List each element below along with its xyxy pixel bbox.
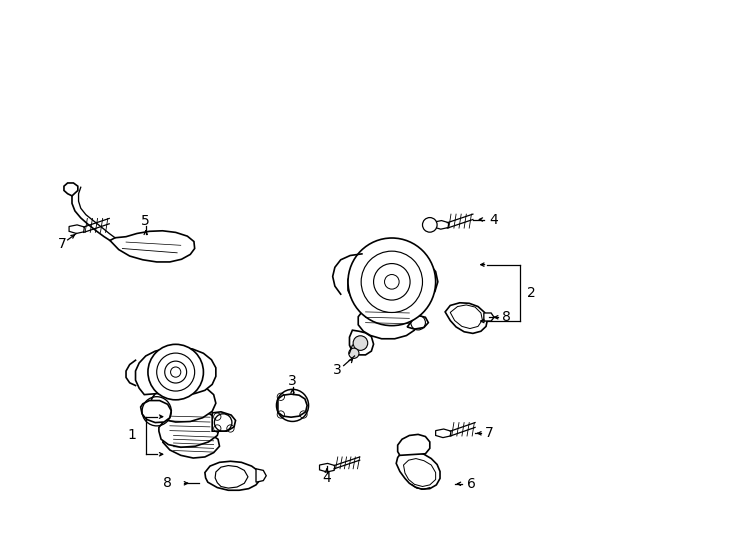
Polygon shape bbox=[436, 429, 451, 437]
Polygon shape bbox=[398, 434, 430, 455]
Polygon shape bbox=[159, 411, 219, 447]
Text: 3: 3 bbox=[333, 363, 342, 377]
Polygon shape bbox=[349, 330, 374, 355]
Polygon shape bbox=[434, 220, 448, 229]
Text: 4: 4 bbox=[322, 471, 331, 485]
Polygon shape bbox=[64, 183, 78, 196]
Polygon shape bbox=[319, 463, 335, 472]
Circle shape bbox=[148, 345, 203, 400]
Text: 7: 7 bbox=[57, 237, 66, 251]
Polygon shape bbox=[162, 431, 219, 458]
Polygon shape bbox=[69, 225, 84, 233]
Polygon shape bbox=[110, 231, 195, 262]
Text: 5: 5 bbox=[142, 214, 150, 227]
Polygon shape bbox=[396, 450, 440, 489]
Polygon shape bbox=[205, 461, 261, 490]
Text: 4: 4 bbox=[489, 213, 498, 226]
Polygon shape bbox=[358, 303, 418, 339]
Circle shape bbox=[170, 367, 181, 377]
Polygon shape bbox=[141, 401, 171, 423]
Text: 1: 1 bbox=[128, 428, 137, 442]
Polygon shape bbox=[445, 303, 487, 333]
Circle shape bbox=[385, 274, 399, 289]
Text: 8: 8 bbox=[502, 310, 511, 325]
Polygon shape bbox=[152, 383, 216, 422]
Circle shape bbox=[349, 348, 359, 359]
Text: 2: 2 bbox=[527, 286, 536, 300]
Polygon shape bbox=[212, 412, 236, 431]
Text: 6: 6 bbox=[467, 477, 476, 491]
Polygon shape bbox=[407, 315, 429, 329]
Circle shape bbox=[423, 218, 437, 232]
Polygon shape bbox=[256, 469, 266, 482]
Circle shape bbox=[348, 238, 436, 326]
Text: 8: 8 bbox=[163, 476, 172, 490]
Polygon shape bbox=[136, 347, 216, 395]
Polygon shape bbox=[484, 313, 494, 321]
Text: 7: 7 bbox=[485, 426, 494, 440]
Text: 3: 3 bbox=[288, 374, 297, 388]
Circle shape bbox=[353, 336, 368, 350]
Polygon shape bbox=[278, 394, 307, 417]
Polygon shape bbox=[348, 253, 438, 310]
